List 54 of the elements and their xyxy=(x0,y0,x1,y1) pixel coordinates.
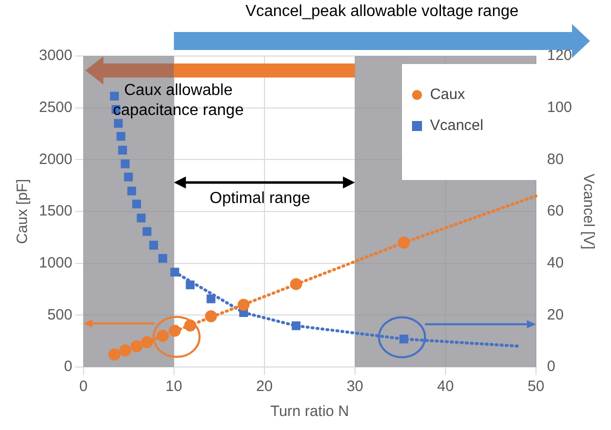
x-tick-label: 40 xyxy=(437,378,454,396)
y2-tick-label: 20 xyxy=(546,306,564,324)
y2-tick-label: 60 xyxy=(546,202,564,220)
point xyxy=(110,92,119,101)
point xyxy=(398,236,410,249)
y-tick-label: 0 xyxy=(64,358,72,376)
x-axis-title: Turn ratio N xyxy=(270,403,349,420)
point xyxy=(130,340,143,352)
y2-tick-label: 80 xyxy=(546,150,564,168)
point xyxy=(156,330,169,342)
y-tick-label: 2000 xyxy=(38,150,72,168)
y2-tick-label: 120 xyxy=(546,47,572,64)
annotation: Caux allowable capacitance range xyxy=(112,80,245,120)
point xyxy=(119,344,132,356)
y2-tick-label: 40 xyxy=(546,254,564,272)
point xyxy=(120,159,130,168)
text: Vcancel_peak allowable voltage range xyxy=(245,2,519,22)
point xyxy=(118,146,127,154)
point xyxy=(205,310,218,322)
y-axis-title: Caux [pF] xyxy=(14,178,32,244)
legend-label: Caux xyxy=(430,86,465,103)
x-tick-label: 50 xyxy=(528,378,544,396)
point xyxy=(238,298,250,311)
point xyxy=(186,280,195,290)
point xyxy=(206,294,216,304)
point xyxy=(149,240,158,250)
y-tick-label: 1000 xyxy=(38,254,72,272)
point xyxy=(141,336,154,348)
annotation: Optimal range xyxy=(208,189,312,210)
point xyxy=(290,278,302,290)
x-tick-label: 20 xyxy=(256,378,273,396)
point xyxy=(292,321,300,330)
y2-tick-label: 100 xyxy=(546,98,572,116)
y-tick-label: 1500 xyxy=(38,202,72,220)
point xyxy=(170,268,180,277)
x-tick-label: 0 xyxy=(79,378,88,396)
x-tick-label: 10 xyxy=(166,378,182,396)
y2-axis-title: Vcancel [V] xyxy=(580,174,597,250)
point xyxy=(127,186,136,196)
x-tick-label: 30 xyxy=(346,378,364,396)
point xyxy=(124,172,133,182)
y-tick-label: 2500 xyxy=(38,98,72,116)
legend-label: Vcancel xyxy=(430,117,484,134)
point xyxy=(142,227,152,236)
point xyxy=(108,348,120,361)
point xyxy=(399,334,408,344)
point xyxy=(136,214,146,222)
point xyxy=(114,118,123,128)
y-tick-label: 3000 xyxy=(38,47,72,64)
y-tick-label: 500 xyxy=(47,306,72,324)
point xyxy=(116,132,126,141)
point xyxy=(158,254,168,263)
point xyxy=(132,200,141,208)
y2-tick-label: 0 xyxy=(546,358,556,376)
